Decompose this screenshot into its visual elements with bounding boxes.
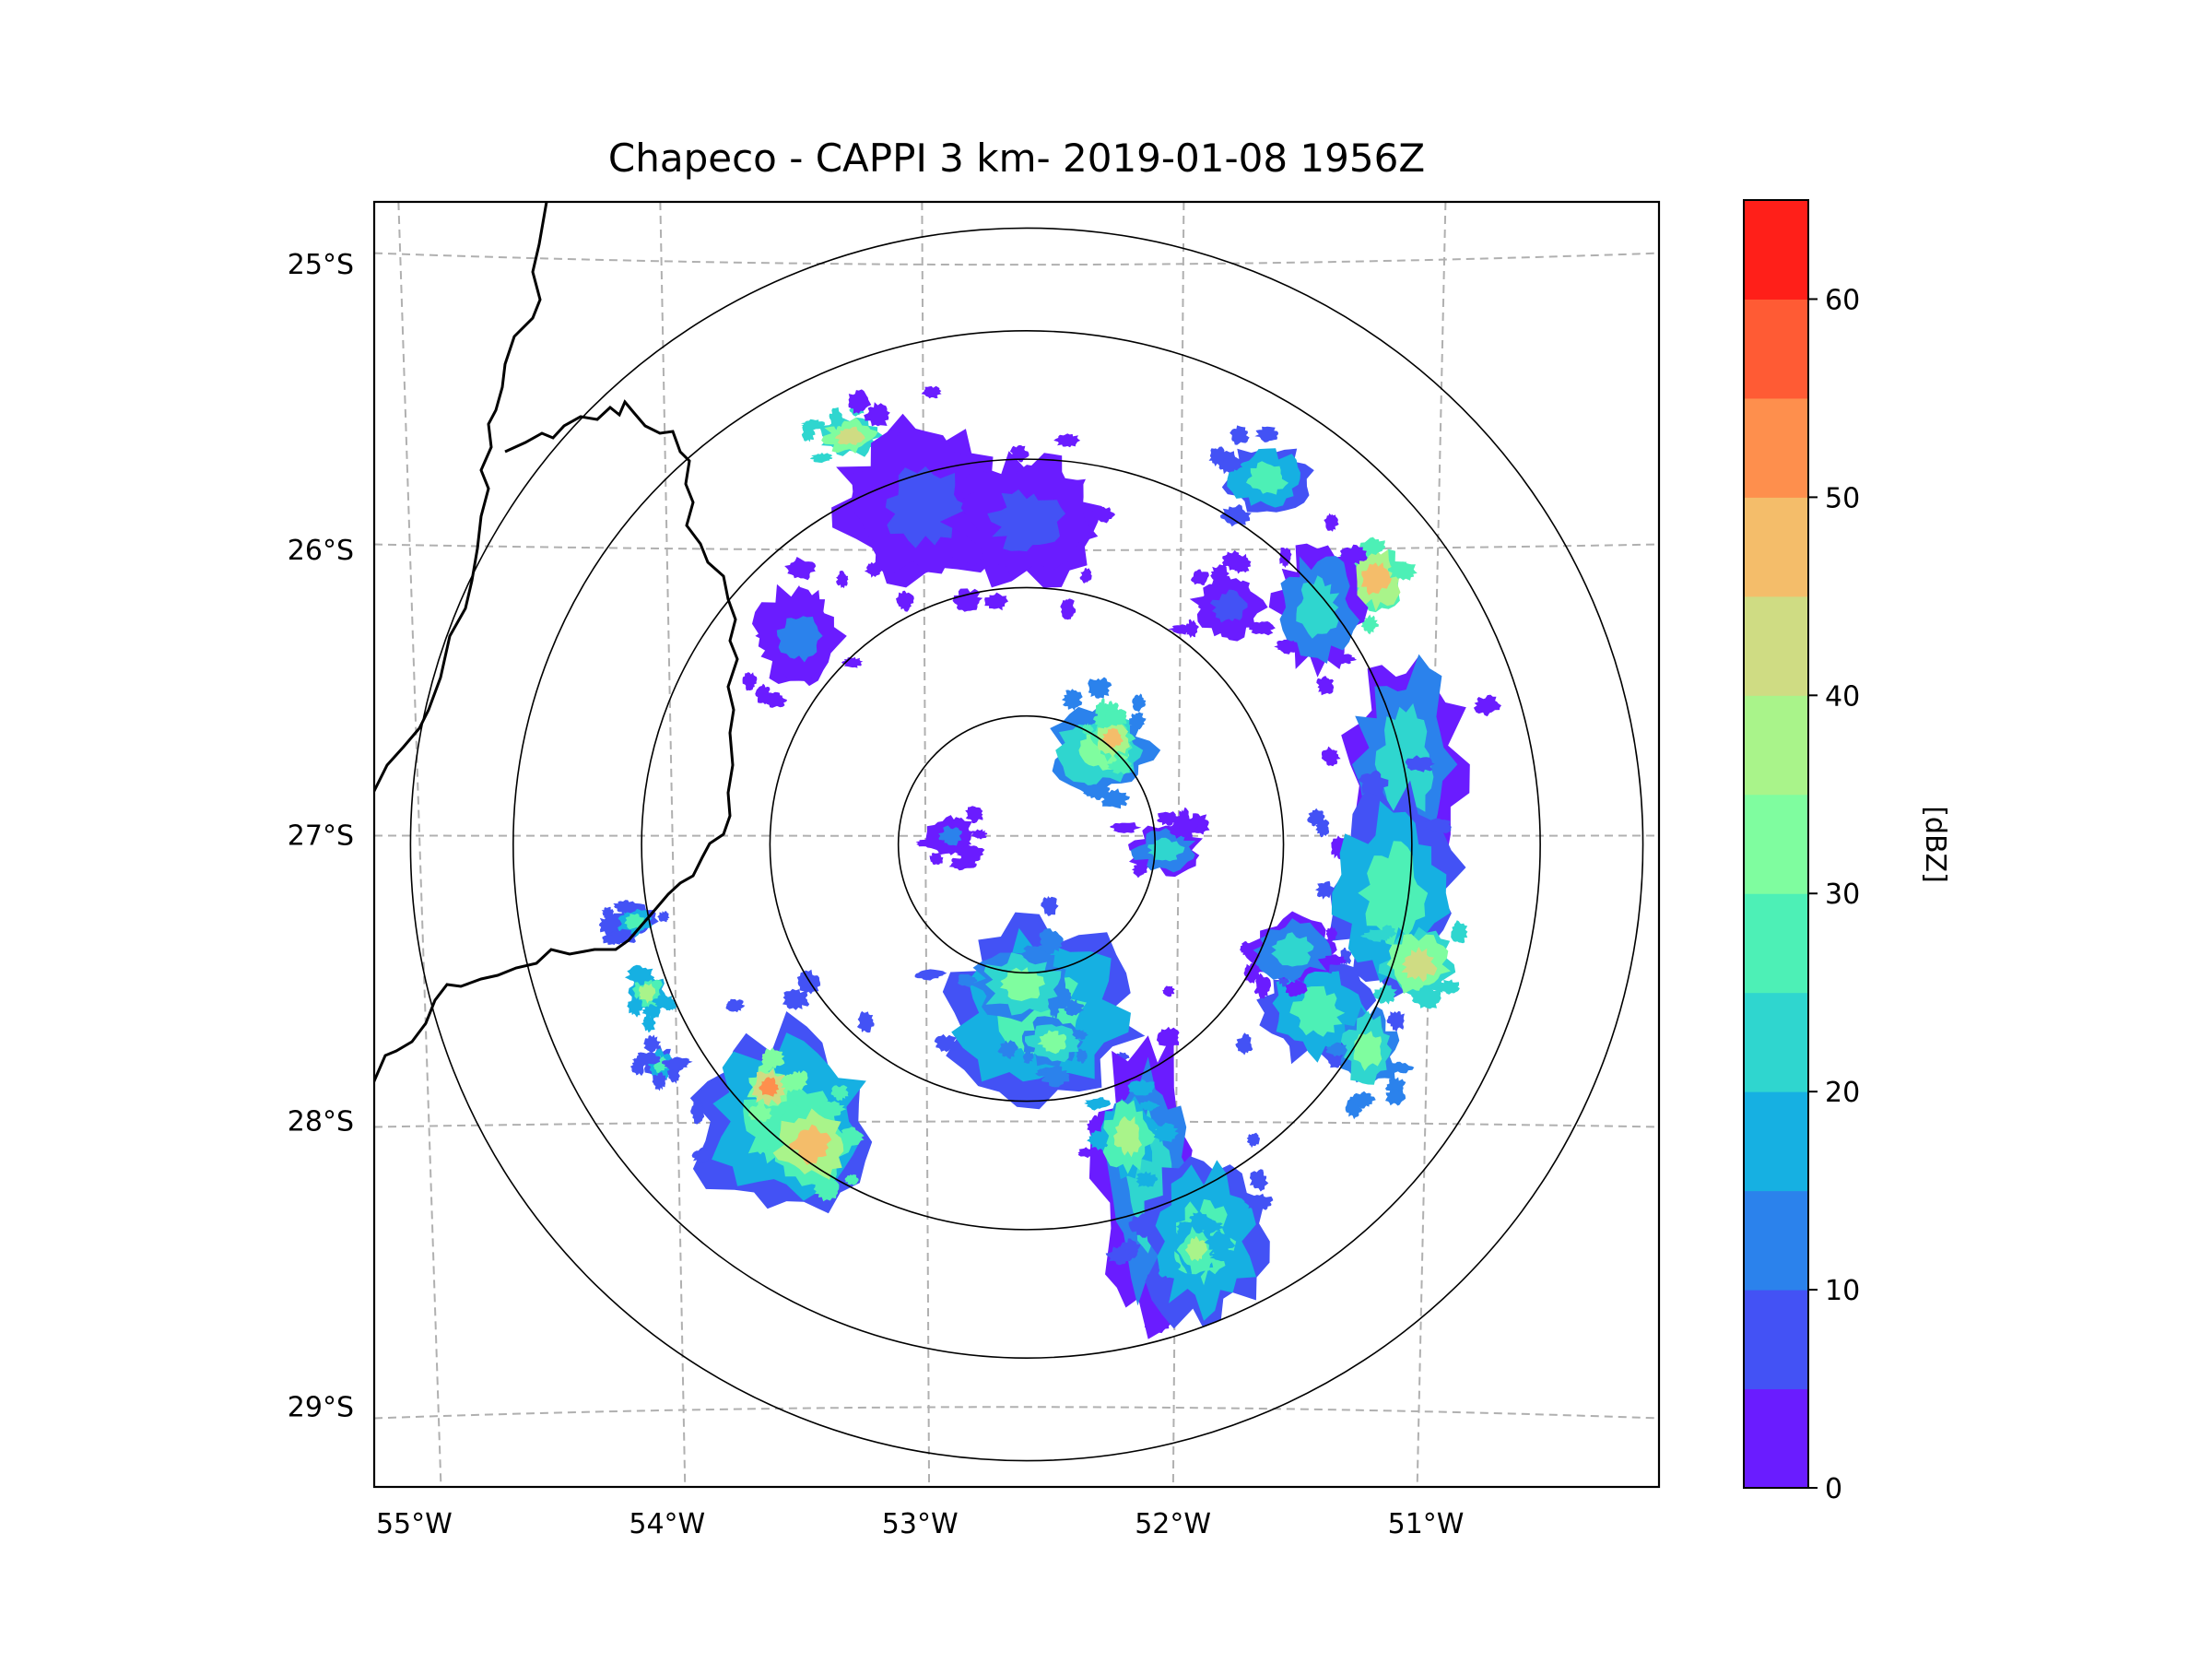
echo-speckle [915,969,947,980]
colorbar-tick-label: 50 [1825,482,1860,514]
echo-speckle [1118,1355,1140,1374]
echo-speckle [965,806,982,823]
colorbar-label: [dBZ] [1919,806,1951,883]
border-argentina-parana [373,402,737,1083]
parallel-line [374,254,1659,265]
echo-speckle [1230,425,1250,444]
graticule [374,202,1659,1487]
echo-speckle [1324,513,1338,532]
echo-speckle [1254,427,1278,442]
colorbar-segment [1744,200,1808,300]
echo-speckle [1053,433,1080,447]
echo-speckle [1191,570,1209,586]
reflectivity-field [599,386,1501,1374]
echo-speckle [1387,1062,1415,1074]
range-ring [410,228,1642,1460]
parallel-line [374,1121,1659,1126]
colorbar-segment [1744,299,1808,398]
y-tick-label: 26°S [288,535,354,567]
echo-speckle [1411,987,1441,1008]
colorbar-segment [1744,795,1808,894]
echo-speckle [1474,695,1501,717]
x-tick-label: 55°W [376,1508,453,1540]
colorbar-segment [1744,596,1808,696]
colorbar-segment [1744,893,1808,993]
echo-speckle [1247,1133,1260,1148]
echo-speckle [1084,1097,1111,1110]
chart-title: Chapeco - CAPPI 3 km- 2019-01-08 1956Z [608,136,1425,181]
colorbar-tick-label: 40 [1825,680,1860,713]
echo-speckle [984,593,1008,611]
echo-speckle [836,571,848,588]
echo-speckle [1316,676,1334,695]
y-tick-label: 25°S [288,249,354,281]
echo-speckle [1451,920,1467,943]
echo-speckle [1250,1169,1269,1191]
colorbar-tick-label: 60 [1825,284,1860,316]
echo-speckle [613,900,638,914]
echo-speckle [1132,693,1146,712]
colorbar-segment [1744,1191,1808,1291]
x-tick-label: 51°W [1388,1508,1465,1540]
colorbar-segment [1744,497,1808,596]
colorbar-tick-label: 20 [1825,1077,1860,1109]
echo-speckle [641,1016,655,1033]
parallel-line [374,1407,1659,1418]
colorbar-tick-label: 30 [1825,879,1860,911]
colorbar-segment [1744,1091,1808,1191]
echo-speckle [1110,822,1141,833]
echo-speckle [1088,678,1112,699]
echo-speckle [971,829,988,839]
echo-speckle [1080,568,1092,584]
range-rings [410,228,1642,1460]
colorbar-segment [1744,993,1808,1092]
x-axis-ticks: 55°W 54°W 53°W 52°W 51°W [376,1508,1464,1540]
x-tick-label: 53°W [882,1508,959,1540]
echo-speckle [922,386,942,399]
echo-speckle [1162,986,1175,997]
colorbar-tick-label: 10 [1825,1275,1860,1307]
echo-speckle [1385,1089,1406,1106]
meridian-line [398,202,441,1487]
echo-speckle [857,1011,875,1032]
echo-speckle [1209,446,1225,466]
colorbar-segment [1744,1389,1808,1489]
y-axis-ticks: 25°S 26°S 27°S 28°S 29°S [288,249,354,1423]
echo-speckle [602,907,615,919]
echo-speckle [784,557,816,580]
echo-speckle [657,911,669,922]
colorbar-segment [1744,695,1808,795]
x-tick-label: 52°W [1135,1508,1211,1540]
colorbar-tick-label: 0 [1825,1473,1842,1505]
echo-speckle [935,1034,958,1052]
echo-speckle [896,591,914,612]
echo-speckle [1041,896,1058,916]
colorbar-segment [1744,1290,1808,1389]
x-tick-label: 54°W [629,1508,705,1540]
echo-speckle [743,672,758,690]
echo-speckle [1279,548,1292,568]
y-tick-label: 27°S [288,820,354,853]
echo-speckle [1387,1011,1406,1032]
echo-speckle [1060,598,1076,619]
border-paraguay-brazil [373,202,547,793]
echo-speckle [810,453,832,463]
colorbar: 0 10 20 30 40 50 60 [1744,200,1860,1505]
echo-speckle [1062,689,1083,710]
echo-speckle [782,989,809,1010]
meridian-line [660,202,685,1487]
colorbar-segment [1744,398,1808,498]
echo-speckle [726,999,746,1012]
echo-speckle [1322,747,1341,767]
y-tick-label: 29°S [288,1391,354,1423]
map-area [373,202,1659,1487]
echo-speckle [1235,1032,1253,1055]
echo-speckle [797,970,820,995]
y-tick-label: 28°S [288,1105,354,1138]
map-frame [374,202,1659,1487]
